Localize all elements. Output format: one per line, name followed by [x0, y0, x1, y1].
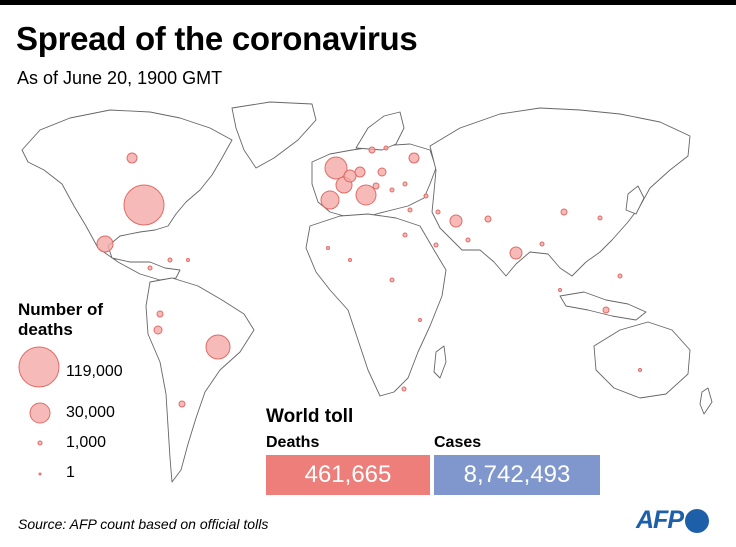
death-bubble [433, 242, 439, 248]
death-bubble [348, 258, 352, 262]
asia-landmass [429, 107, 691, 277]
australia-landmass [593, 321, 691, 399]
cases-heading: Cases [434, 434, 482, 451]
death-bubble [539, 241, 545, 247]
death-bubble [377, 167, 387, 177]
death-bubble [383, 145, 389, 151]
death-bubble [418, 318, 422, 322]
legend-label-1000: 1,000 [66, 434, 107, 451]
death-bubble [96, 235, 114, 253]
death-bubble [465, 237, 471, 243]
death-bubble [326, 246, 330, 250]
death-bubble [355, 184, 377, 206]
afp-logo-text: AFP [636, 506, 684, 534]
death-bubble [401, 386, 407, 392]
new-zealand-landmass [699, 387, 713, 415]
death-bubble [560, 208, 568, 216]
death-bubble [389, 277, 395, 283]
death-bubble [147, 265, 153, 271]
death-bubble [123, 184, 165, 226]
death-bubble [408, 152, 420, 164]
death-bubble [354, 166, 366, 178]
japan-landmass [625, 185, 645, 215]
page-subtitle: As of June 20, 1900 GMT [17, 68, 223, 88]
death-bubble [617, 273, 623, 279]
death-bubble [205, 334, 231, 360]
death-bubble [126, 152, 138, 164]
legend-circle-3 [38, 472, 42, 476]
legend-circle-1 [29, 402, 51, 424]
death-bubble [407, 207, 413, 213]
legend-circle-2 [37, 440, 43, 446]
death-bubble [558, 288, 562, 292]
death-bubble [638, 368, 642, 372]
death-bubble [368, 146, 376, 154]
death-bubble [597, 215, 603, 221]
death-bubble [167, 257, 173, 263]
death-bubble [389, 187, 395, 193]
death-bubble [449, 214, 463, 228]
death-bubble [435, 209, 441, 215]
bubble-layer [96, 145, 642, 408]
south-america-landmass [145, 277, 255, 483]
top-rule [0, 0, 736, 5]
death-bubble [602, 306, 610, 314]
indonesia-landmass [559, 291, 647, 321]
death-bubble [509, 246, 523, 260]
legend-label-30000: 30,000 [66, 404, 115, 421]
death-bubble [153, 325, 163, 335]
legend-circle-0 [18, 346, 60, 388]
page-title: Spread of the coronavirus [16, 20, 418, 57]
death-bubble [178, 400, 186, 408]
death-bubble [343, 169, 357, 183]
cases-value-box: 8,742,493 [434, 455, 600, 495]
legend-label-1: 1 [66, 464, 75, 481]
legend-title: Number of deaths [18, 300, 103, 339]
death-bubble [484, 215, 492, 223]
death-bubble [324, 156, 348, 180]
deaths-value-box: 461,665 [266, 455, 430, 495]
deaths-heading: Deaths [266, 434, 320, 451]
scandinavia-landmass [355, 111, 405, 151]
world-toll-title: World toll [266, 406, 354, 427]
death-bubble [156, 310, 164, 318]
death-bubble [402, 232, 408, 238]
death-bubble [372, 182, 380, 190]
madagascar-landmass [433, 345, 447, 379]
afp-logo-dot [685, 508, 709, 533]
africa-landmass [305, 213, 447, 397]
death-bubble [423, 193, 429, 199]
legend-label-119000: 119,000 [66, 363, 123, 380]
death-bubble [186, 258, 190, 262]
death-bubble [320, 190, 340, 210]
legend-circles [18, 346, 60, 476]
death-bubble [402, 181, 408, 187]
afp-logo: AFP [636, 506, 709, 535]
source-note: Source: AFP count based on official toll… [18, 516, 269, 532]
greenland-landmass [231, 101, 317, 169]
